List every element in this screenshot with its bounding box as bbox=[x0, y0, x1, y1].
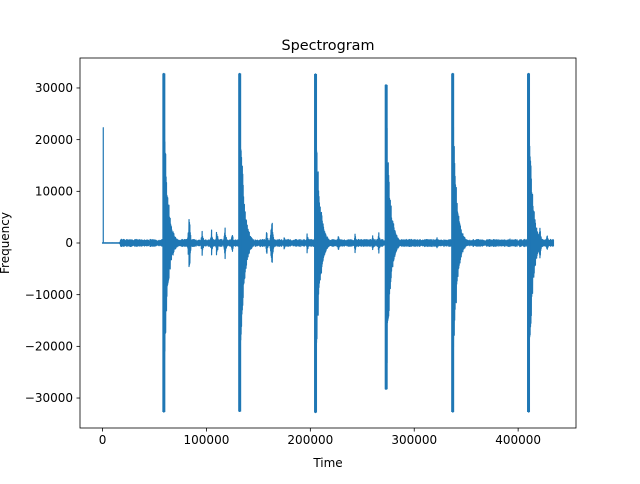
y-tick-label: −20000 bbox=[25, 340, 73, 354]
signal-layer bbox=[101, 72, 555, 414]
chart-title: Spectrogram bbox=[282, 38, 375, 54]
x-tick-label: 400000 bbox=[495, 433, 541, 447]
x-tick-label: 200000 bbox=[287, 433, 333, 447]
x-tick-label: 0 bbox=[99, 433, 107, 447]
y-tick-label: −30000 bbox=[25, 391, 73, 405]
y-tick-label: 20000 bbox=[35, 133, 73, 147]
x-tick-label: 300000 bbox=[391, 433, 437, 447]
x-tick-label: 100000 bbox=[184, 433, 230, 447]
axes-layer: 0 100000 200000 300000 400000−30000−20000−10… bbox=[25, 81, 541, 447]
plot-frame bbox=[79, 57, 577, 429]
y-tick-label: 30000 bbox=[35, 81, 73, 95]
y-tick-label: 0 bbox=[65, 236, 73, 250]
x-axis-label: Time bbox=[312, 456, 342, 470]
y-axis-label: Frequency bbox=[0, 212, 12, 274]
y-tick-label: 10000 bbox=[35, 185, 73, 199]
y-tick-label: −10000 bbox=[25, 288, 73, 302]
